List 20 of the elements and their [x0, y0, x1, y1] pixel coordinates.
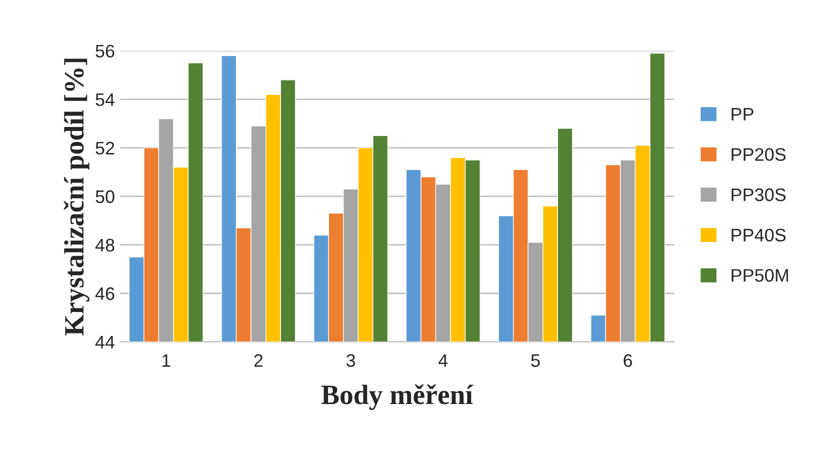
- y-tick-label: 48: [95, 238, 114, 252]
- x-axis-title: Body měření: [321, 384, 474, 410]
- legend-label: PP: [732, 108, 754, 120]
- y-tick-label: 46: [95, 287, 114, 300]
- legend-label: PP20S: [732, 148, 786, 161]
- x-tick-label: 6: [624, 354, 632, 367]
- x-tick-label: 5: [531, 354, 540, 367]
- y-tick-label: 44: [95, 336, 115, 348]
- y-tick-label: 56: [96, 44, 114, 58]
- legend-label: PP50M: [732, 269, 788, 282]
- legend-label: PP30S: [732, 188, 786, 202]
- x-tick-label: 3: [346, 354, 356, 367]
- y-tick-label: 52: [96, 142, 114, 155]
- x-tick-label: 2: [254, 354, 263, 367]
- y-tick-label: 54: [96, 93, 115, 106]
- x-tick-label: 4: [438, 354, 448, 367]
- x-tick-label: 1: [162, 354, 170, 367]
- legend-label: PP40S: [732, 228, 786, 242]
- y-tick-label: 50: [96, 190, 114, 204]
- y-axis-title: Krystalizační podíl [%]: [64, 58, 90, 336]
